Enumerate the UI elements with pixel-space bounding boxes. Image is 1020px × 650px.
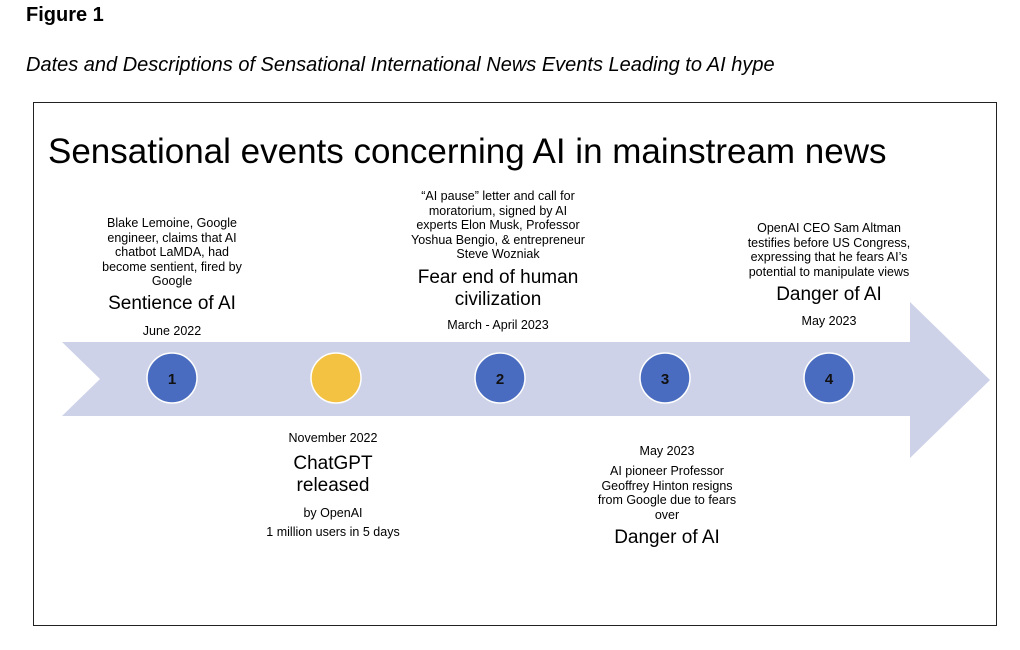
event-4-headline: Danger of AI <box>776 284 882 305</box>
desc-line: “AI pause” letter and call for <box>421 189 575 203</box>
event-3-description: AI pioneer Professor Geoffrey Hinton res… <box>567 464 767 522</box>
desc-line: Yoshua Bengio, & entrepreneur <box>411 232 585 247</box>
headline-line: ChatGPT <box>293 453 373 474</box>
event-4-description: OpenAI CEO Sam Altman testifies before U… <box>712 221 946 279</box>
figure-label: Figure 1 <box>26 4 104 26</box>
headline-line: Fear end of human <box>417 267 579 288</box>
desc-line: testifies before US Congress, <box>747 235 911 250</box>
desc-line: engineer, claims that AI <box>107 230 237 245</box>
chatgpt-node <box>310 352 362 404</box>
event-1-number: 1 <box>168 371 176 388</box>
diagram-frame <box>33 102 997 626</box>
chatgpt-details: by OpenAI 1 million users in 5 days <box>233 504 433 542</box>
event-3-headline: Danger of AI <box>614 527 720 548</box>
desc-line: from Google due to fears <box>597 493 737 507</box>
event-4-number: 4 <box>825 371 834 388</box>
event-2-headline: Fear end of human civilization <box>383 267 613 311</box>
desc-line: AI pioneer Professor <box>610 464 724 478</box>
timeline-arrow <box>62 302 990 458</box>
headline-line: civilization <box>454 289 542 310</box>
event-1-node <box>146 352 198 404</box>
detail-line: 1 million users in 5 days <box>266 525 400 539</box>
desc-line: Google <box>151 274 193 288</box>
desc-line: over <box>654 507 680 522</box>
event-3-node <box>639 352 691 404</box>
chatgpt-headline: ChatGPT released <box>233 453 433 497</box>
desc-line: potential to manipulate views <box>748 264 910 279</box>
desc-line: become sentient, fired by <box>102 259 242 274</box>
detail-line: by OpenAI <box>303 506 363 520</box>
event-3-date: May 2023 <box>639 444 695 458</box>
event-1-headline: Sentience of AI <box>108 293 236 314</box>
diagram-title: Sensational events concerning AI in main… <box>48 132 887 171</box>
desc-line: chatbot LaMDA, had <box>115 245 229 259</box>
event-3-number: 3 <box>661 371 669 388</box>
desc-line: expressing that he fears AI’s <box>750 250 908 264</box>
event-2-number: 2 <box>496 371 504 388</box>
desc-line: moratorium, signed by AI <box>428 203 568 218</box>
event-4-date: May 2023 <box>801 314 857 328</box>
event-2-date: March - April 2023 <box>447 318 549 332</box>
event-2-node <box>474 352 526 404</box>
event-1-date: June 2022 <box>142 324 202 338</box>
desc-line: experts Elon Musk, Professor <box>416 218 580 232</box>
headline-line: released <box>296 475 370 496</box>
chatgpt-date: November 2022 <box>288 431 378 445</box>
event-4-node <box>803 352 855 404</box>
event-1-description: Blake Lemoine, Google engineer, claims t… <box>72 216 272 289</box>
desc-line: Geoffrey Hinton resigns <box>601 478 733 493</box>
desc-line: Blake Lemoine, Google <box>107 216 237 230</box>
desc-line: Steve Wozniak <box>456 247 540 261</box>
figure-caption: Dates and Descriptions of Sensational In… <box>26 54 775 76</box>
desc-line: OpenAI CEO Sam Altman <box>757 221 901 235</box>
event-2-description: “AI pause” letter and call for moratoriu… <box>383 189 613 262</box>
